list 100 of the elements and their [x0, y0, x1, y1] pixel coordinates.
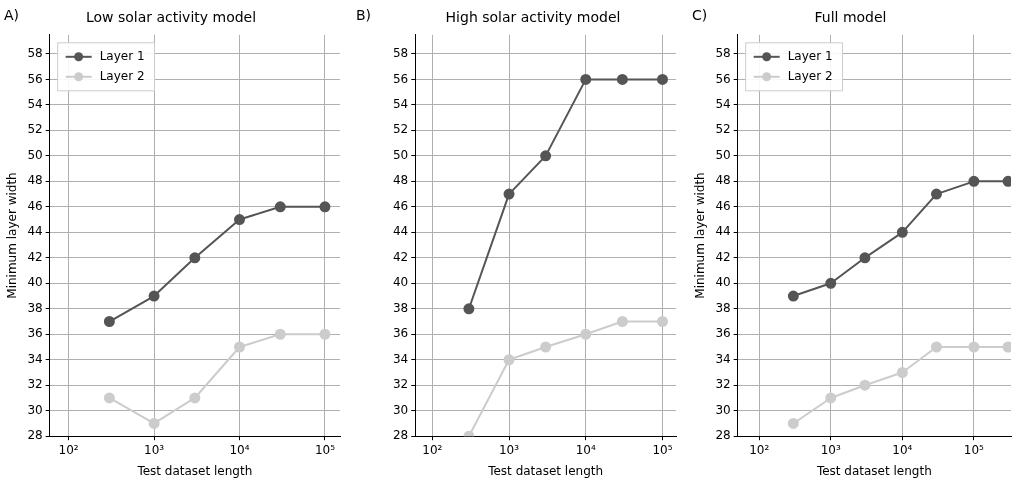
y-tick-label: 28: [392, 428, 409, 443]
y-tick-label: 54: [715, 97, 731, 112]
point: [859, 252, 871, 264]
y-tick-label: 50: [392, 147, 409, 162]
y-tick-label: 42: [715, 249, 731, 264]
point: [787, 290, 799, 302]
y-tick-label: 56: [715, 71, 731, 86]
y-tick-label: 46: [715, 198, 731, 213]
point: [825, 392, 837, 404]
text: C): [692, 6, 708, 23]
y-tick-label: 48: [392, 173, 409, 188]
text: A): [4, 6, 20, 23]
y-tick-label: 40: [27, 275, 43, 290]
x-tick-label: 10²: [422, 442, 443, 457]
point: [540, 150, 552, 162]
text: B): [356, 6, 372, 23]
y-tick-label: 52: [715, 122, 731, 137]
point: [234, 341, 246, 353]
y-tick-label: 30: [27, 402, 43, 417]
y-tick-label: 58: [392, 46, 409, 61]
y-tick-label: 36: [27, 326, 43, 341]
y-tick-label: 42: [27, 249, 43, 264]
y-tick-label: 30: [715, 402, 731, 417]
point: [859, 379, 871, 391]
point: [896, 226, 908, 238]
point: [580, 73, 592, 85]
y-axis-title: Minimum layer width: [5, 172, 20, 299]
point: [580, 328, 592, 340]
point: [274, 201, 286, 213]
chart-title: Full model: [814, 9, 887, 26]
x-tick-label: 10³: [144, 442, 165, 457]
y-tick-label: 50: [715, 147, 731, 162]
y-tick-label: 46: [392, 198, 409, 213]
y-tick-label: 48: [715, 173, 731, 188]
y-tick-label: 36: [715, 326, 731, 341]
point: [103, 392, 115, 404]
point: [503, 354, 515, 366]
y-tick-label: 28: [27, 428, 43, 443]
x-tick-label: 10³: [498, 442, 520, 457]
y-tick-label: 32: [392, 377, 409, 392]
point: [656, 316, 668, 328]
point: [319, 328, 331, 340]
y-tick-label: 58: [715, 46, 731, 61]
chart-title: High solar activity model: [445, 9, 621, 26]
y-tick-label: 42: [392, 249, 409, 264]
x-tick-label: 10²: [58, 442, 79, 457]
point: [103, 316, 115, 328]
x-tick-label: 10⁵: [963, 442, 985, 457]
y-tick-label: 36: [392, 326, 409, 341]
x-axis-title: Test dataset length: [136, 463, 253, 478]
x-axis-title: Test dataset length: [815, 463, 932, 478]
point: [825, 277, 837, 289]
y-tick-label: 52: [392, 122, 409, 137]
point: [319, 201, 331, 213]
y-tick-label: 32: [715, 377, 731, 392]
y-tick-label: 46: [27, 198, 43, 213]
y-tick-label: 40: [715, 275, 731, 290]
y-tick-label: 28: [715, 428, 731, 443]
y-tick-label: 56: [392, 71, 409, 86]
y-tick-label: 30: [392, 402, 409, 417]
x-tick-label: 10⁵: [652, 442, 673, 457]
y-tick-label: 34: [392, 351, 409, 366]
x-tick-label: 10⁵: [314, 442, 336, 457]
point: [463, 303, 475, 315]
point: [896, 366, 908, 378]
chart-title: Low solar activity model: [85, 9, 257, 26]
point: [274, 328, 286, 340]
y-tick-label: 32: [27, 377, 43, 392]
point: [189, 392, 201, 404]
y-tick-label: 50: [27, 147, 43, 162]
legend-label: Layer 2: [99, 68, 145, 83]
y-tick-label: 58: [27, 46, 43, 61]
y-axis-title: Minimum layer width: [693, 172, 708, 299]
y-tick-label: 38: [392, 300, 409, 315]
x-tick-label: 10⁴: [575, 442, 596, 457]
y-tick-label: 34: [715, 351, 731, 366]
legend-label: Layer 1: [787, 48, 833, 63]
y-tick-label: 54: [392, 97, 409, 112]
y-tick-label: 56: [27, 71, 43, 86]
y-tick-label: 48: [27, 173, 43, 188]
y-tick-label: 34: [27, 351, 43, 366]
point: [540, 341, 552, 353]
y-tick-label: 38: [27, 300, 43, 315]
y-tick-label: 44: [392, 224, 409, 239]
y-tick-label: 44: [27, 224, 43, 239]
y-tick-label: 38: [715, 300, 731, 315]
y-tick-label: 54: [27, 97, 43, 112]
point: [616, 73, 628, 85]
point: [189, 252, 201, 264]
x-axis-title: Test dataset length: [487, 463, 604, 478]
y-tick-label: 44: [715, 224, 731, 239]
legend-label: Layer 1: [99, 48, 145, 63]
point: [148, 290, 160, 302]
x-tick-label: 10²: [749, 442, 770, 457]
x-tick-label: 10⁴: [229, 442, 250, 457]
point: [930, 188, 942, 200]
point: [787, 417, 799, 429]
legend-label: Layer 2: [787, 68, 833, 83]
y-tick-label: 40: [392, 275, 409, 290]
point: [656, 73, 668, 85]
